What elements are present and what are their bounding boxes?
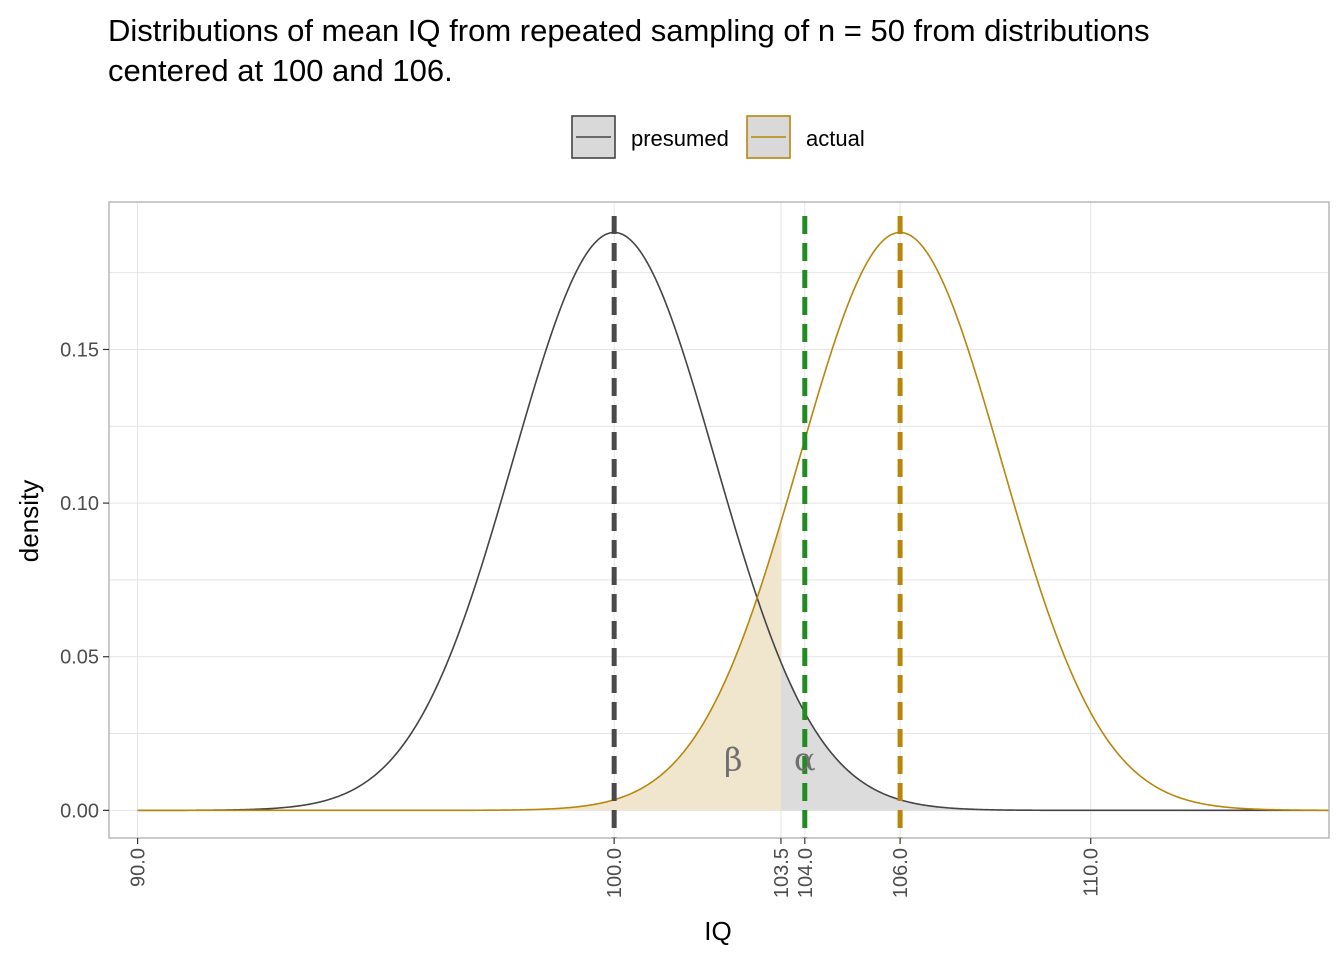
legend-label-presumed: presumed [631,126,729,151]
y-tick-label: 0.00 [60,800,99,822]
y-axis-title: density [14,480,44,562]
x-tick-label: 103.5 [771,848,793,898]
x-tick-label: 110.0 [1081,848,1103,897]
chart-title-line-1: Distributions of mean IQ from repeated s… [108,13,1150,48]
reference-lines [611,216,903,838]
x-axis-title: IQ [704,916,731,946]
x-tick-label: 100.0 [604,848,626,898]
shaded-area-presumed [780,662,1329,811]
x-axis-ticks: 90.0 100.0 103.5 104.0 106.0 110.0 [128,838,1103,898]
y-tick-label: 0.05 [60,647,99,669]
area-label-actual: β [724,740,743,778]
legend: presumed actual [571,115,865,159]
shaded-area-actual [137,521,781,811]
x-tick-label: 104.0 [795,848,817,898]
density-curve-actual [137,231,1330,812]
chart-title-line-2: centered at 100 and 106. [108,53,453,88]
area-label-presumed: α [794,740,816,778]
shaded-areas [137,521,1329,811]
y-tick-label: 0.10 [60,493,99,515]
y-axis-ticks: 0.00 0.05 0.10 0.15 [60,339,109,822]
density-curve-presumed [137,231,1329,812]
plot-panel-border [108,201,1330,839]
x-tick-label: 90.0 [128,848,150,887]
y-tick-label: 0.15 [60,339,99,361]
density-curves [137,231,1330,812]
legend-label-actual: actual [806,126,865,151]
x-tick-label: 106.0 [890,848,912,898]
